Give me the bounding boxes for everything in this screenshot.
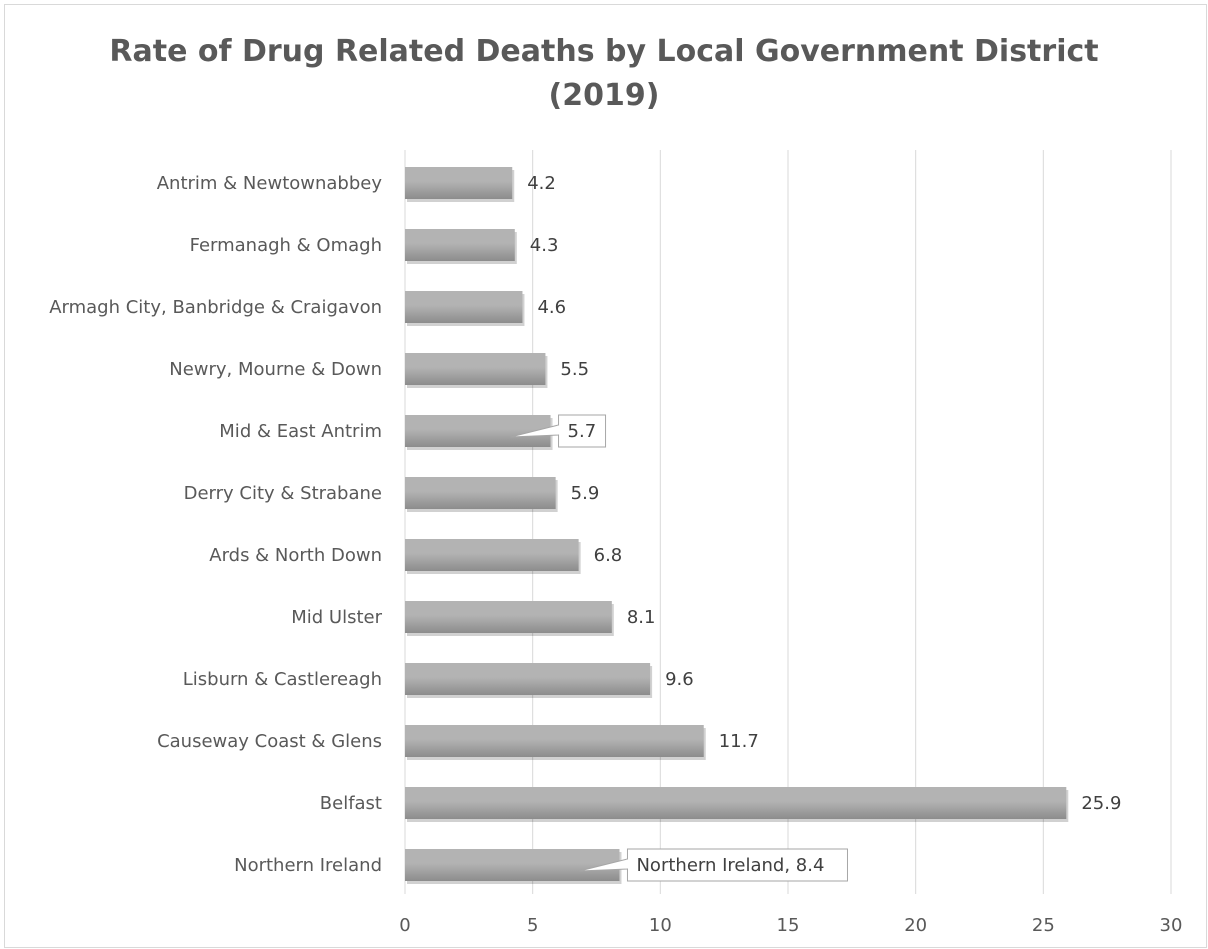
x-tick-label-10: 10 (649, 915, 672, 936)
value-axis: 0 5 10 15 20 25 30 (399, 915, 1182, 936)
bar-4 (405, 415, 551, 447)
x-tick-label-5: 5 (527, 915, 538, 936)
category-label-9: Causeway Coast & Glens (157, 731, 382, 752)
data-label-8: 9.6 (665, 669, 694, 690)
bar-7 (405, 601, 612, 633)
x-tick-label-25: 25 (1032, 915, 1055, 936)
category-label-6: Ards & North Down (209, 545, 382, 566)
bar-5 (405, 477, 556, 509)
category-label-4: Mid & East Antrim (219, 421, 382, 442)
bar-1 (405, 229, 515, 261)
chart-title-line-1: Rate of Drug Related Deaths by Local Gov… (109, 34, 1099, 69)
data-label-5: 5.9 (571, 483, 600, 504)
data-label-6: 6.8 (594, 545, 623, 566)
data-label-9: 11.7 (719, 731, 759, 752)
x-tick-label-30: 30 (1160, 915, 1183, 936)
gridlines (404, 150, 1172, 894)
x-tick-label-0: 0 (399, 915, 410, 936)
category-label-7: Mid Ulster (291, 607, 382, 628)
data-label-4: 5.7 (568, 421, 597, 442)
category-label-2: Armagh City, Banbridge & Craigavon (49, 297, 382, 318)
bar-2 (405, 291, 523, 323)
category-axis: Antrim & Newtownabbey Fermanagh & Omagh Ar… (49, 173, 382, 876)
callout-box-4 (558, 414, 607, 448)
data-label-11: Northern Ireland, 8.4 (636, 855, 824, 876)
bar-9 (405, 725, 704, 757)
data-label-2: 4.6 (537, 297, 566, 318)
bar-0 (405, 167, 513, 199)
category-label-5: Derry City & Strabane (184, 483, 382, 504)
category-label-8: Lisburn & Castlereagh (183, 669, 382, 690)
category-label-3: Newry, Mourne & Down (169, 359, 382, 380)
data-label-1: 4.3 (530, 235, 559, 256)
data-label-3: 5.5 (560, 359, 589, 380)
callout-box-11 (626, 848, 848, 882)
bar-8 (405, 663, 651, 695)
bars (405, 167, 1069, 884)
chart-title-line-2: (2019) (548, 78, 660, 113)
x-tick-label-15: 15 (777, 915, 800, 936)
category-label-0: Antrim & Newtownabbey (157, 173, 383, 194)
bar-10 (405, 787, 1067, 819)
category-label-1: Fermanagh & Omagh (190, 235, 382, 256)
bar-3 (405, 353, 546, 385)
data-label-0: 4.2 (527, 173, 556, 194)
data-label-7: 8.1 (627, 607, 656, 628)
bar-11 (405, 849, 620, 881)
data-labels: 4.2 4.3 4.6 5.5 5.7 5.9 6.8 8.1 9.6 11.7 25.9 North… (510, 173, 1121, 882)
data-label-10: 25.9 (1081, 793, 1121, 814)
x-tick-label-20: 20 (904, 915, 927, 936)
bar-6 (405, 539, 579, 571)
category-label-11: Northern Ireland (234, 855, 382, 876)
category-label-10: Belfast (320, 793, 382, 814)
chart-title: Rate of Drug Related Deaths by Local Gov… (0, 30, 1208, 118)
